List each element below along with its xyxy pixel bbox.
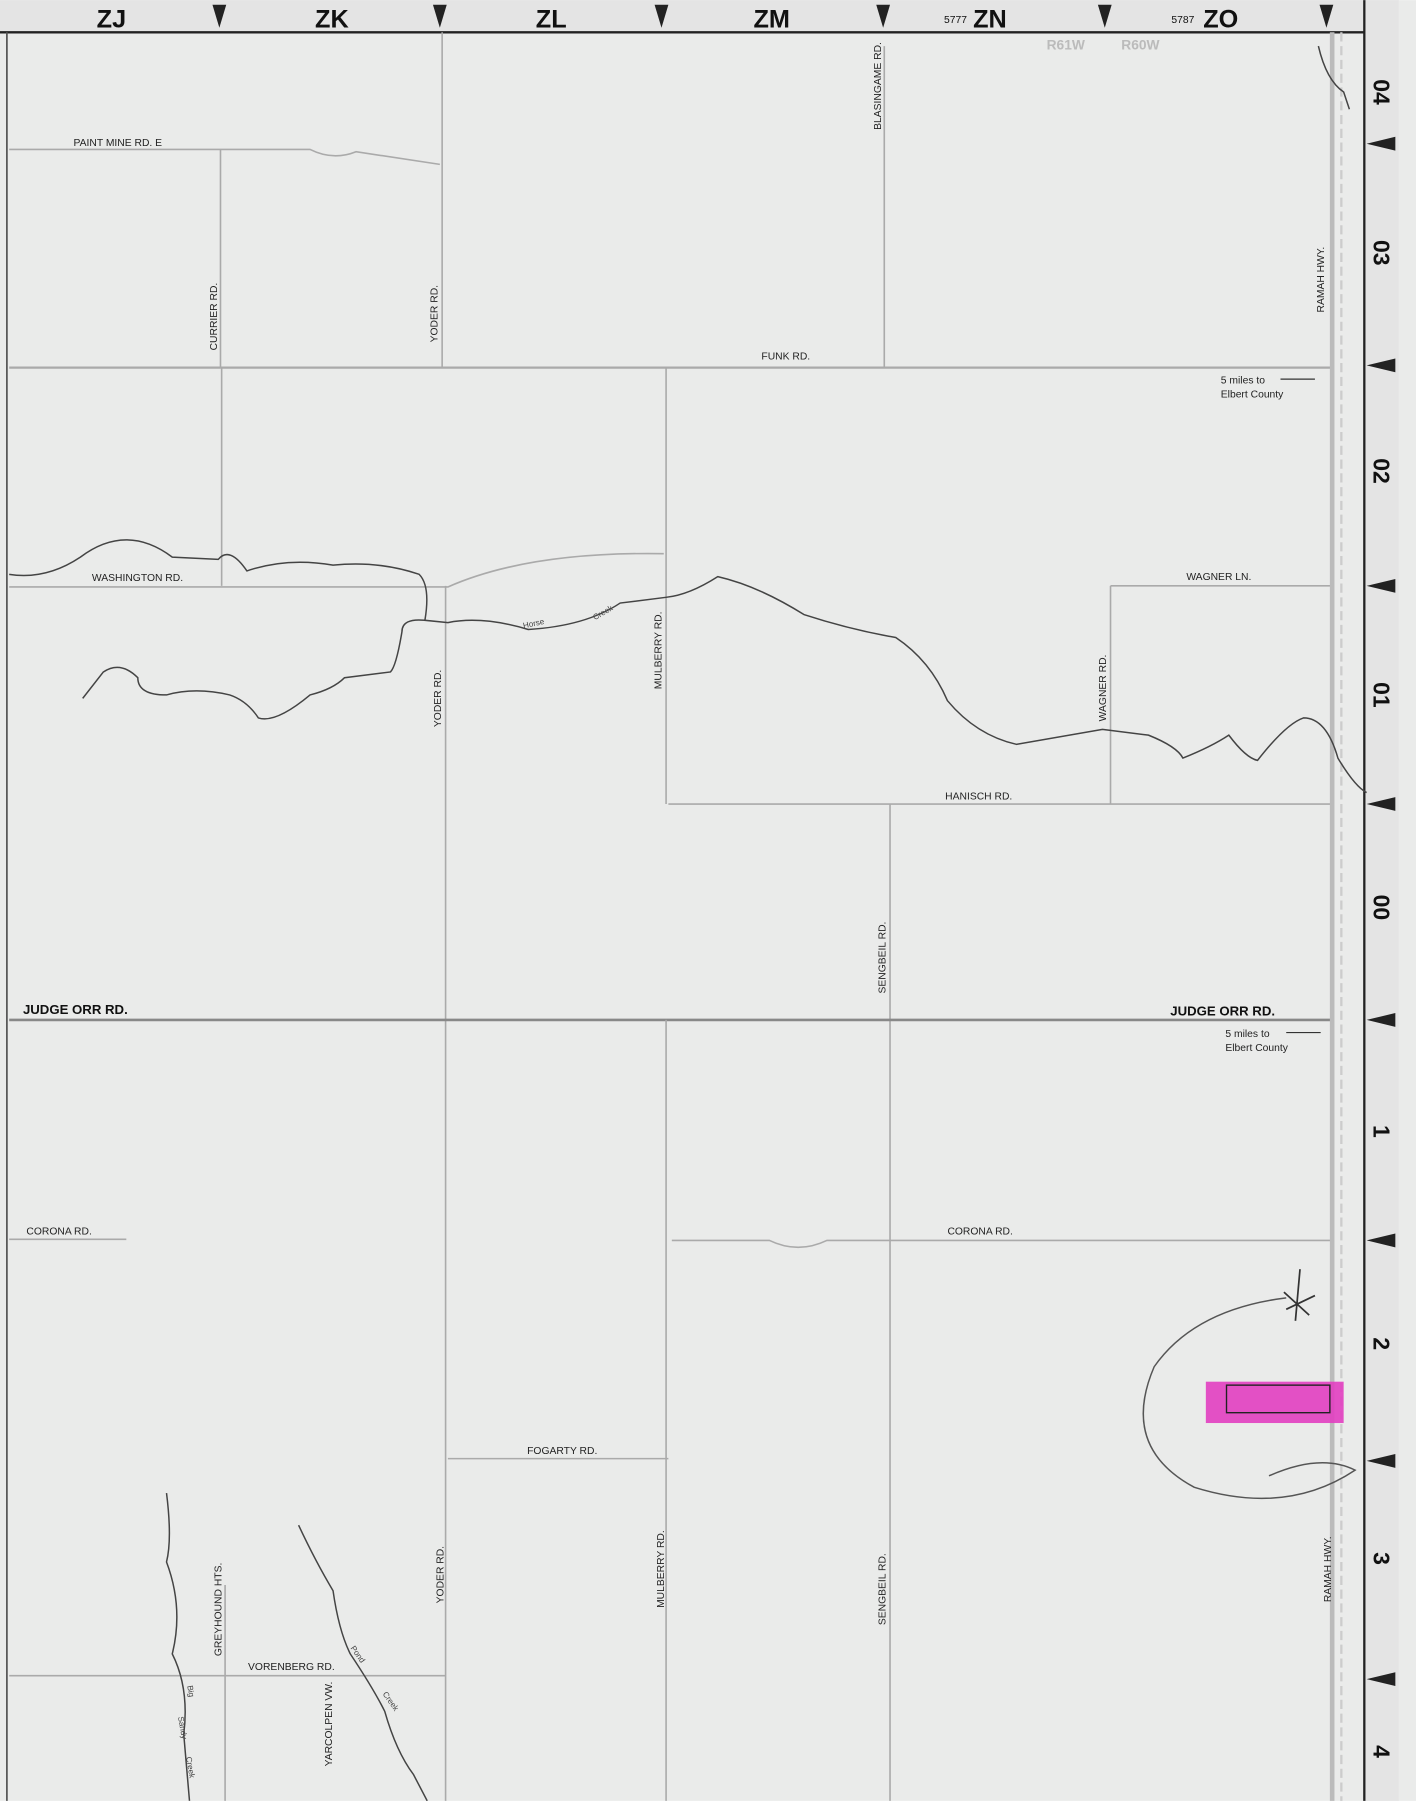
note: Elbert County — [1225, 1043, 1288, 1054]
column-label: ZK — [315, 6, 349, 34]
column-code: 5787 — [1171, 15, 1194, 26]
water-label: Sandy — [176, 1716, 189, 1740]
water-label: Creek — [184, 1756, 197, 1780]
road-label: FUNK RD. — [761, 352, 810, 363]
road-label: YODER RD. — [435, 1546, 446, 1603]
column-label: ZO — [1203, 6, 1238, 34]
water-label: Horse — [522, 617, 545, 630]
range-label: R60W — [1121, 38, 1159, 53]
column-label: ZN — [973, 6, 1007, 34]
row-label: 3 — [1369, 1552, 1395, 1565]
road-label: YODER RD. — [433, 670, 444, 727]
road-label: MULBERRY RD. — [656, 1530, 667, 1608]
row-label: 4 — [1369, 1745, 1395, 1758]
road-label: RAMAH HWY. — [1323, 1536, 1334, 1602]
streams — [9, 45, 1367, 1801]
road-label: YARCOLPEN VW. — [324, 1682, 335, 1767]
note: 5 miles to — [1225, 1029, 1269, 1040]
water-label: Big — [185, 1685, 196, 1698]
road-grid — [9, 32, 1343, 1801]
road-label: WAGNER LN. — [1186, 572, 1251, 583]
hand-mark — [1283, 1269, 1316, 1321]
road-label: SENGBEIL RD. — [877, 922, 888, 994]
column-label: ZJ — [97, 6, 126, 34]
column-code: 5777 — [944, 15, 967, 26]
row-label: 04 — [1369, 79, 1395, 105]
highlight-outline — [1225, 1384, 1331, 1414]
row-labels: 04 03 02 01 00 1 2 3 4 — [1369, 79, 1395, 1758]
road-label: WASHINGTON RD. — [92, 573, 183, 584]
row-label: 02 — [1369, 458, 1395, 484]
road-label: JUDGE ORR RD. — [1170, 1003, 1275, 1018]
road-label: JUDGE ORR RD. — [23, 1002, 128, 1017]
note: Elbert County — [1221, 389, 1284, 400]
column-strip — [0, 0, 1367, 33]
row-label: 01 — [1369, 682, 1395, 708]
road-label: BLASINGAME RD. — [873, 42, 884, 130]
column-label: ZM — [754, 6, 790, 34]
column-label: ZL — [536, 6, 567, 34]
road-label: FOGARTY RD. — [527, 1446, 597, 1457]
road-label: CORONA RD. — [26, 1227, 91, 1238]
road-label: PAINT MINE RD. E — [73, 138, 162, 149]
range-label: R61W — [1047, 38, 1085, 53]
note: 5 miles to — [1221, 376, 1265, 387]
road-label: SENGBEIL RD. — [877, 1553, 888, 1625]
row-label: 00 — [1369, 895, 1395, 921]
row-label: 1 — [1369, 1125, 1395, 1138]
highlight — [1205, 1381, 1344, 1424]
row-strip — [1364, 0, 1399, 1801]
road-label: RAMAH HWY. — [1316, 247, 1327, 313]
column-ticks — [212, 4, 1334, 28]
road-label: CORONA RD. — [947, 1227, 1012, 1238]
road-label: WAGNER RD. — [1098, 655, 1109, 722]
row-label: 2 — [1369, 1337, 1395, 1350]
road-label: MULBERRY RD. — [653, 612, 664, 690]
road-label: CURRIER RD. — [209, 283, 220, 351]
row-label: 03 — [1369, 240, 1395, 266]
hand-circle — [1142, 1297, 1357, 1500]
road-label: HANISCH RD. — [945, 791, 1012, 802]
road-label: VORENBERG RD. — [248, 1662, 335, 1673]
road-label: YODER RD. — [430, 285, 441, 342]
road-label: GREYHOUND HTS. — [214, 1563, 225, 1657]
row-ticks — [1366, 136, 1396, 1687]
